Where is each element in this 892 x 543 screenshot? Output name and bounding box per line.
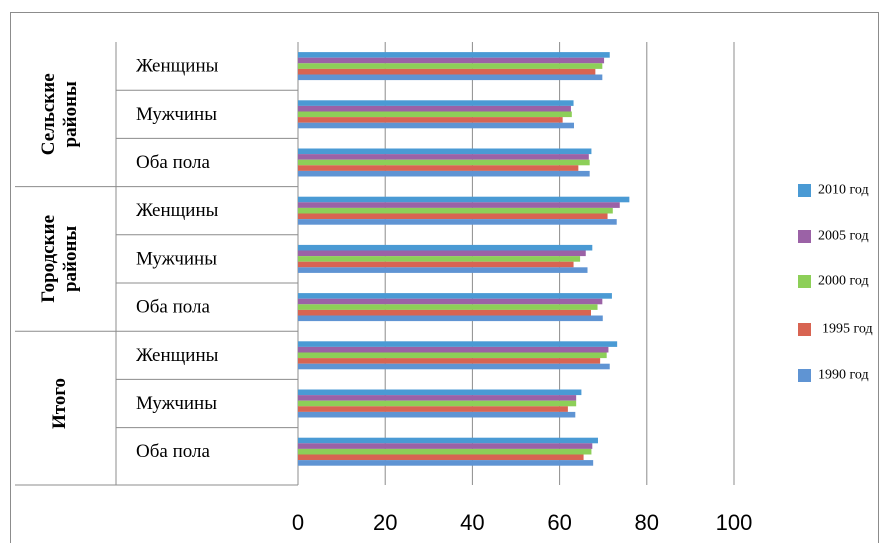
- bar: [298, 170, 590, 177]
- bar: [298, 460, 594, 466]
- bar: [298, 111, 572, 118]
- legend-label: 2005 год: [818, 229, 869, 244]
- bar: [298, 406, 568, 412]
- chart-frame: [10, 12, 879, 543]
- x-tick-label: 20: [373, 510, 397, 535]
- bar: [298, 74, 603, 81]
- legend-label: 1995 год: [822, 322, 873, 337]
- category-label: Оба пола: [136, 152, 210, 173]
- bar: [298, 159, 590, 166]
- bar: [298, 358, 601, 364]
- bar: [298, 411, 576, 418]
- category-label: Женщины: [136, 56, 219, 77]
- legend-swatch: [798, 230, 811, 243]
- category-label: Мужчины: [136, 248, 217, 269]
- category-label: Оба пола: [136, 297, 210, 318]
- bar: [298, 68, 596, 75]
- bar: [298, 315, 603, 322]
- bar: [298, 63, 603, 69]
- group-label: районы: [60, 226, 81, 292]
- bars: [298, 52, 630, 466]
- group-label: районы: [60, 81, 81, 147]
- bar: [298, 454, 584, 461]
- bar: [298, 267, 588, 273]
- bar: [298, 363, 610, 370]
- bar: [298, 346, 609, 353]
- bar: [298, 256, 581, 262]
- category-label: Мужчины: [136, 393, 217, 414]
- bar: [298, 202, 620, 208]
- x-tick-label: 0: [292, 510, 304, 535]
- bar: [298, 304, 598, 310]
- bar: [298, 122, 574, 129]
- category-label: Оба пола: [136, 441, 210, 462]
- legend: 2010 год 2005 год 2000 год 1995 год 1990 год: [798, 183, 873, 383]
- bar: [298, 400, 577, 407]
- bar: [298, 389, 582, 396]
- legend-swatch: [798, 184, 811, 197]
- bar: [298, 207, 613, 214]
- bar: [298, 148, 592, 155]
- bar: [298, 437, 598, 444]
- group-label: Сельские: [38, 73, 59, 155]
- bar: [298, 341, 618, 347]
- bar: [298, 448, 592, 455]
- bar: [298, 100, 574, 106]
- legend-label: 2000 год: [818, 274, 869, 289]
- x-tick-label: 60: [547, 510, 571, 535]
- bar: [298, 196, 630, 203]
- x-tick-label: 100: [716, 510, 753, 535]
- legend-swatch: [798, 323, 811, 336]
- bar: [298, 213, 608, 220]
- bar: [298, 154, 589, 160]
- bar: [298, 165, 579, 171]
- legend-label: 2010 год: [818, 183, 869, 198]
- bar: [298, 261, 574, 268]
- bar: [298, 395, 577, 401]
- bar: [298, 309, 591, 316]
- bar: [298, 293, 612, 299]
- group-label: Итого: [49, 378, 70, 429]
- category-label: Женщины: [136, 200, 219, 221]
- legend-label: 1990 год: [818, 368, 869, 383]
- bar: [298, 250, 586, 257]
- bar: [298, 244, 593, 251]
- x-tick-label: 80: [635, 510, 659, 535]
- legend-swatch: [798, 369, 811, 382]
- bar: [298, 52, 610, 58]
- category-label: Мужчины: [136, 104, 217, 125]
- category-label: Женщины: [136, 345, 219, 366]
- bar: [298, 298, 603, 305]
- bar: [298, 443, 593, 449]
- bar: [298, 117, 563, 123]
- bar: [298, 352, 607, 359]
- bar: [298, 105, 571, 112]
- x-axis-ticks: 0 20 40 60 80 100: [292, 510, 752, 535]
- legend-swatch: [798, 275, 811, 288]
- x-tick-label: 40: [460, 510, 484, 535]
- bar: [298, 219, 617, 225]
- bar: [298, 57, 605, 64]
- group-label: Городские: [38, 215, 59, 303]
